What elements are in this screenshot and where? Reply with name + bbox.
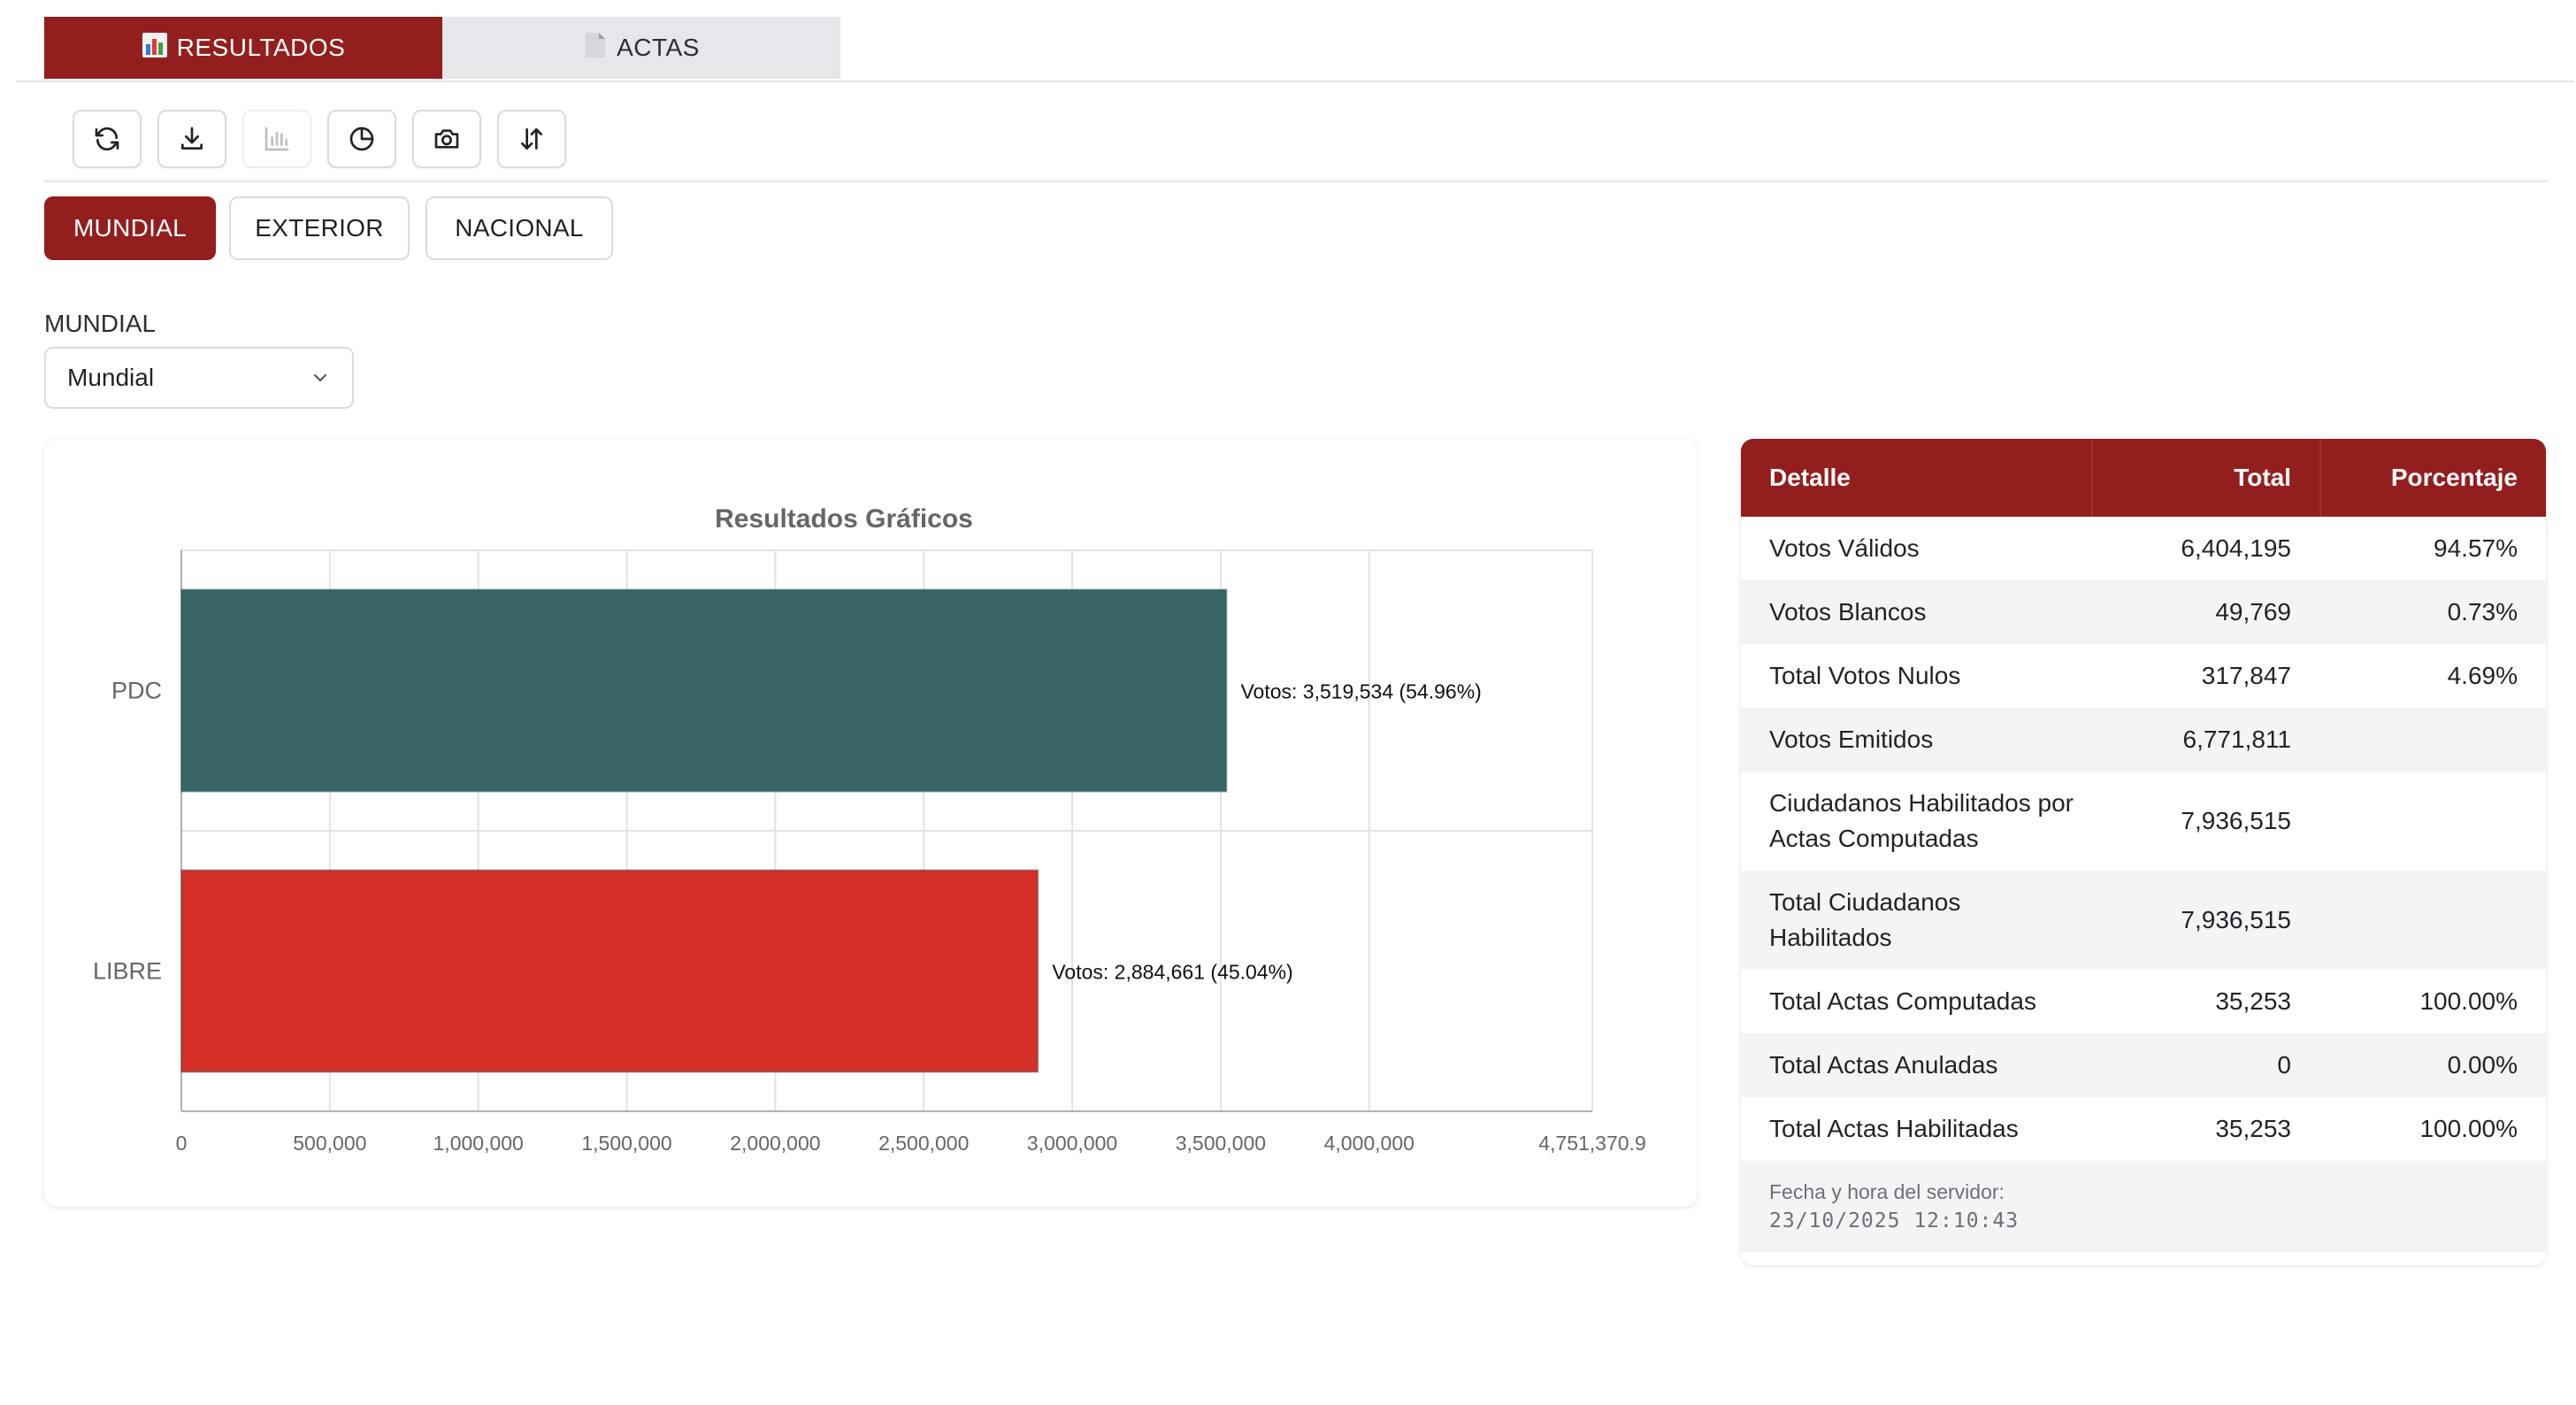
x-tick-label: 2,500,000 [878,1132,969,1155]
cell-detalle: Votos Válidos [1769,534,1920,562]
tab-actas[interactable]: ACTAS [442,17,840,79]
cell-detalle: Total Actas Anuladas [1769,1051,1998,1079]
table-row: Total Votos Nulos 317,847 4.69% [1741,644,2546,708]
table-row: Votos Blancos 49,769 0.73% [1741,580,2546,644]
cell-porcentaje: 4.69% [2447,662,2518,689]
x-tick-label: 3,000,000 [1027,1132,1117,1155]
cell-total: 6,771,811 [2182,726,2292,753]
bar-chart-button[interactable] [242,110,311,168]
chart-card: Resultados Gráficos 0 500,000 1,000,000 1,50… [44,439,1697,1207]
toolbar-divider [44,180,2548,182]
cell-detalle: Total Actas Habilitadas [1769,1115,2019,1142]
toolbar [73,110,566,168]
cell-porcentaje [2319,871,2546,970]
server-timestamp: 23/10/2025 12:10:43 [1769,1209,2020,1232]
table-body: Votos Válidos 6,404,195 94.57% Votos Blanco… [1741,517,2546,1161]
cell-porcentaje: 100.00% [2419,1115,2518,1142]
cell-total: 35,253 [2215,1115,2291,1142]
results-table: Detalle Total Porcentaje Votos Válidos 6,… [1741,439,2546,1265]
table-row: Votos Emitidos 6,771,811 [1741,708,2546,772]
scope-nacional-button[interactable]: NACIONAL [426,196,613,260]
cell-porcentaje: 94.57% [2434,534,2518,562]
header-detalle: Detalle [1769,464,1851,491]
header-porcentaje: Porcentaje [2319,439,2546,517]
cell-detalle: Votos Blancos [1769,598,1927,626]
scope-exterior-button[interactable]: EXTERIOR [229,196,410,260]
x-tick-label: 3,500,000 [1176,1132,1266,1155]
cell-detalle: Votos Emitidos [1769,726,1934,753]
cell-porcentaje: 100.00% [2419,987,2518,1015]
sort-icon [521,128,542,150]
pie-chart-icon [349,127,374,151]
chevron-down-icon [314,374,326,381]
download-button[interactable] [157,110,226,168]
document-emoji-icon [583,32,608,65]
tab-bar: RESULTADOS ACTAS [16,0,2574,82]
sort-button[interactable] [497,110,566,168]
cell-detalle: Ciudadanos Habilitados por Actas Computa… [1769,789,2074,852]
x-tick-label: 4,751,370.9 [1538,1132,1646,1155]
server-time-label: Fecha y hora del servidor: [1769,1180,2005,1203]
cell-total: 317,847 [2201,662,2291,689]
tab-actas-label: ACTAS [617,34,700,61]
cell-porcentaje [2319,772,2546,871]
filter-selected-value: Mundial [67,364,155,391]
tab-resultados-label: RESULTADOS [176,34,346,61]
bar-pdc [180,588,1228,793]
table-row: Total Ciudadanos Habilitados 7,936,515 [1741,871,2546,970]
cell-total: 6,404,195 [2181,534,2291,562]
header-total: Total [2091,439,2319,517]
x-tick-label: 0 [176,1132,188,1155]
y-category-label: PDC [111,678,162,704]
filter-select[interactable]: Mundial [44,347,354,409]
server-time-footer: Fecha y hora del servidor: 23/10/2025 12… [1741,1161,2546,1252]
bar-chart-icon [264,127,289,151]
cell-detalle: Total Votos Nulos [1769,662,1961,689]
cell-detalle: Total Ciudadanos Habilitados [1769,888,1961,951]
refresh-button[interactable] [73,110,142,168]
camera-button[interactable] [412,110,481,168]
table-row: Votos Válidos 6,404,195 94.57% [1741,517,2546,580]
refresh-icon [95,127,119,151]
bar-data-label: Votos: 2,884,661 (45.04%) [1052,961,1292,984]
x-tick-label: 4,000,000 [1324,1132,1414,1155]
cell-total: 0 [2277,1051,2291,1079]
cell-total: 49,769 [2215,598,2291,626]
cell-porcentaje: 0.00% [2447,1051,2518,1079]
cell-detalle: Total Actas Computadas [1769,987,2036,1015]
chart-title: Resultados Gráficos [715,504,973,534]
table-row: Total Actas Computadas 35,253 100.00% [1741,970,2546,1033]
download-icon [181,127,203,150]
cell-total: 7,936,515 [2181,807,2291,834]
filter-label: MUNDIAL [44,310,157,337]
cell-porcentaje: 0.73% [2447,598,2518,626]
x-tick-label: 1,000,000 [433,1132,524,1155]
camera-icon [434,129,459,149]
y-category-label: LIBRE [93,958,162,985]
x-tick-label: 2,000,000 [730,1132,820,1155]
x-tick-label: 1,500,000 [581,1132,671,1155]
bar-chart-emoji-icon [142,32,168,65]
x-tick-label: 500,000 [293,1132,366,1155]
table-row: Total Actas Habilitadas 35,253 100.00% [1741,1097,2546,1161]
bar-libre [180,869,1039,1073]
table-row: Total Actas Anuladas 0 0.00% [1741,1033,2546,1097]
bar-data-label: Votos: 3,519,534 (54.96%) [1240,680,1481,703]
table-row: Ciudadanos Habilitados por Actas Computa… [1741,772,2546,871]
table-header: Detalle Total Porcentaje [1741,439,2546,517]
results-bar-chart: Resultados Gráficos 0 500,000 1,000,000 1,50… [93,504,1646,1155]
cell-porcentaje [2319,708,2546,772]
pie-chart-button[interactable] [327,110,396,168]
cell-total: 7,936,515 [2181,906,2291,933]
cell-total: 35,253 [2215,987,2291,1015]
tab-resultados[interactable]: RESULTADOS [44,17,442,79]
scope-mundial-button[interactable]: MUNDIAL [44,196,216,260]
